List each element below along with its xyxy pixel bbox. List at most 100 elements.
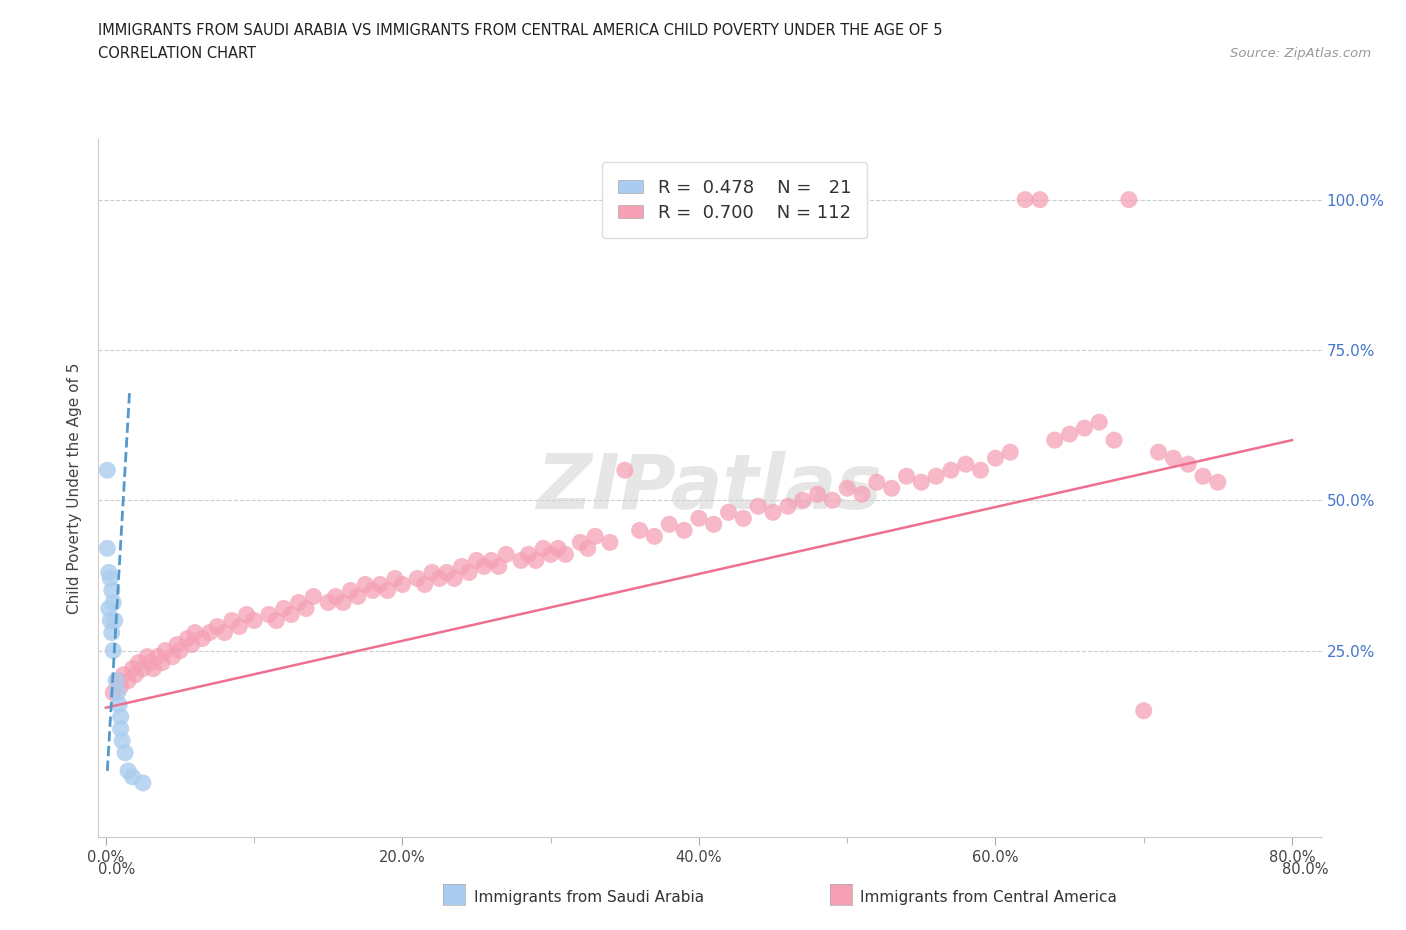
Point	[762, 505, 785, 520]
Point	[413, 577, 436, 591]
Point	[110, 710, 132, 724]
Point	[384, 571, 406, 586]
Point	[599, 535, 621, 550]
Point	[1192, 469, 1215, 484]
Point	[127, 656, 149, 671]
Point	[153, 644, 176, 658]
Point	[547, 541, 569, 556]
Point	[132, 776, 155, 790]
Point	[851, 486, 873, 501]
Point	[114, 745, 136, 760]
Point	[117, 764, 139, 778]
Text: Source: ZipAtlas.com: Source: ZipAtlas.com	[1230, 46, 1371, 60]
Point	[100, 625, 122, 640]
Point	[969, 463, 991, 478]
Point	[1177, 457, 1199, 472]
Point	[554, 547, 576, 562]
Point	[1073, 420, 1095, 435]
Point	[124, 667, 146, 682]
Point	[939, 463, 962, 478]
Point	[1014, 193, 1036, 207]
Point	[107, 673, 129, 688]
Point	[97, 565, 120, 580]
Point	[136, 649, 159, 664]
Point	[1059, 427, 1081, 442]
Point	[104, 613, 127, 628]
Point	[925, 469, 948, 484]
Point	[1118, 193, 1140, 207]
Point	[1043, 432, 1066, 447]
Point	[488, 559, 510, 574]
Point	[524, 553, 547, 568]
Point	[302, 589, 325, 604]
Point	[228, 619, 250, 634]
Point	[295, 601, 318, 616]
Point	[150, 656, 173, 671]
Text: 0.0%: 0.0%	[98, 862, 135, 877]
Text: Immigrants from Saudi Arabia: Immigrants from Saudi Arabia	[474, 890, 704, 905]
Point	[103, 595, 125, 610]
Text: Immigrants from Central America: Immigrants from Central America	[860, 890, 1118, 905]
Point	[96, 463, 118, 478]
Text: 80.0%: 80.0%	[1282, 862, 1329, 877]
Point	[910, 475, 932, 490]
Point	[450, 559, 472, 574]
Point	[121, 661, 143, 676]
Point	[257, 607, 280, 622]
Point	[628, 523, 651, 538]
Point	[112, 667, 135, 682]
Point	[531, 541, 554, 556]
Point	[235, 607, 257, 622]
Point	[273, 601, 295, 616]
Point	[221, 613, 243, 628]
Point	[176, 631, 198, 646]
Point	[142, 661, 165, 676]
Point	[354, 577, 377, 591]
Point	[110, 679, 132, 694]
Point	[100, 583, 122, 598]
Point	[1102, 432, 1125, 447]
Point	[111, 734, 134, 749]
Point	[955, 457, 977, 472]
Point	[1029, 193, 1052, 207]
Point	[368, 577, 391, 591]
Point	[688, 511, 710, 525]
Point	[146, 649, 169, 664]
Text: CORRELATION CHART: CORRELATION CHART	[98, 46, 256, 61]
Point	[495, 547, 517, 562]
Point	[1088, 415, 1111, 430]
Point	[214, 625, 236, 640]
Point	[613, 463, 636, 478]
Point	[316, 595, 339, 610]
Point	[162, 649, 184, 664]
Point	[97, 601, 120, 616]
Point	[103, 644, 125, 658]
Point	[896, 469, 918, 484]
Point	[391, 577, 413, 591]
Point	[1132, 703, 1154, 718]
Point	[984, 451, 1007, 466]
Point	[776, 498, 799, 513]
Point	[198, 625, 221, 640]
Text: ZIPatlas: ZIPatlas	[537, 451, 883, 525]
Point	[361, 583, 384, 598]
Point	[377, 583, 399, 598]
Point	[339, 583, 361, 598]
Point	[658, 517, 681, 532]
Point	[540, 547, 562, 562]
Point	[325, 589, 347, 604]
Point	[1163, 451, 1185, 466]
Point	[429, 571, 451, 586]
Point	[569, 535, 592, 550]
Point	[406, 571, 429, 586]
Point	[98, 571, 121, 586]
Point	[332, 595, 354, 610]
Point	[166, 637, 188, 652]
Point	[287, 595, 309, 610]
Point	[107, 685, 129, 700]
Point	[583, 529, 606, 544]
Point	[105, 673, 128, 688]
Point	[443, 571, 465, 586]
Point	[205, 619, 228, 634]
Point	[139, 656, 162, 671]
